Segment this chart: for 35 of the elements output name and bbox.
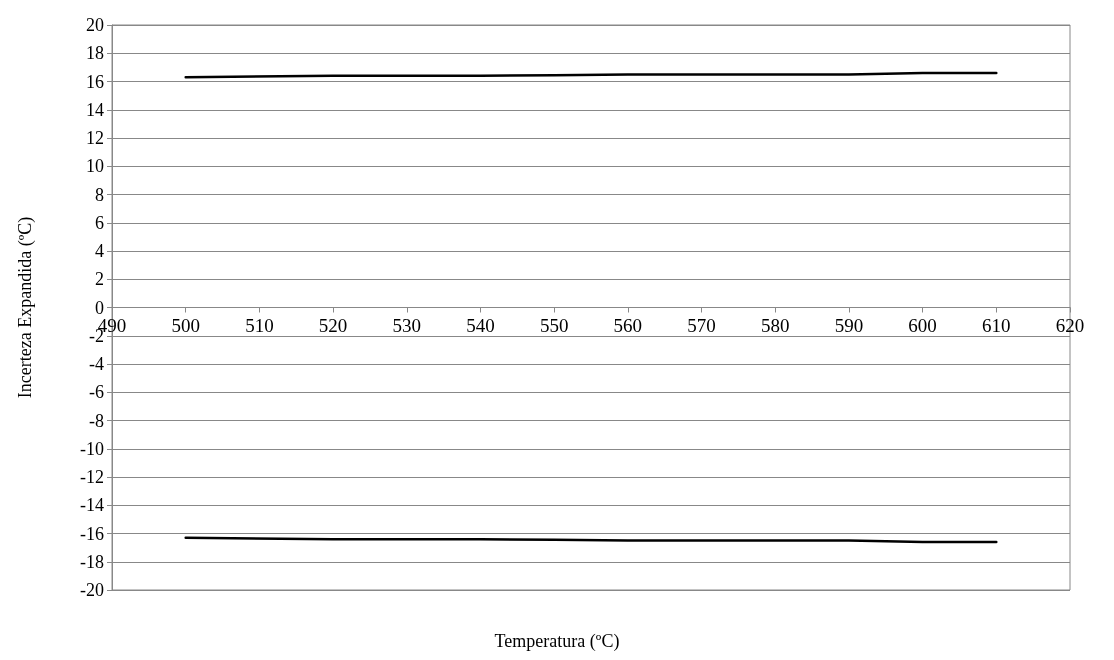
y-tick-label: -16 bbox=[80, 523, 104, 544]
y-tick-label: -12 bbox=[80, 467, 104, 487]
y-tick-label: 10 bbox=[86, 156, 104, 177]
y-axis-title: Incerteza Expandida (ºC) bbox=[15, 216, 36, 399]
y-tick-label: -14 bbox=[80, 495, 104, 516]
y-tick-label: -8 bbox=[89, 410, 104, 431]
x-tick-label: 500 bbox=[171, 314, 200, 336]
y-tick-label: -10 bbox=[80, 438, 104, 459]
x-tick-label: 510 bbox=[245, 314, 274, 336]
y-tick-label: 12 bbox=[86, 128, 104, 148]
y-tick-label: 16 bbox=[86, 71, 104, 92]
y-tick-label: 6 bbox=[95, 212, 104, 233]
x-tick-label: 600 bbox=[908, 314, 937, 336]
y-tick-label: 18 bbox=[86, 43, 104, 64]
x-tick-label: 540 bbox=[466, 314, 495, 336]
y-tick-label: -18 bbox=[80, 551, 104, 572]
y-tick-label: 0 bbox=[95, 297, 104, 318]
x-tick-label: 580 bbox=[760, 314, 790, 336]
x-tick-label: 570 bbox=[687, 314, 716, 336]
x-tick-label: 610 bbox=[982, 314, 1011, 336]
y-tick-label: 14 bbox=[86, 99, 104, 120]
x-tick-label: 550 bbox=[539, 314, 569, 336]
y-tick-label: -6 bbox=[89, 382, 104, 403]
y-tick-label: 8 bbox=[95, 184, 104, 205]
x-tick-label: 560 bbox=[613, 314, 643, 336]
y-tick-label: -20 bbox=[80, 580, 104, 600]
y-tick-label: 4 bbox=[95, 241, 104, 261]
y-tick-label: -4 bbox=[89, 354, 104, 374]
x-axis-title: Temperatura (ºC) bbox=[494, 631, 620, 652]
x-tick-label: 530 bbox=[392, 314, 422, 336]
x-tick-label: 520 bbox=[318, 314, 348, 336]
y-tick-label: 20 bbox=[86, 15, 104, 35]
x-tick-label: 620 bbox=[1055, 314, 1085, 336]
y-tick-label: 2 bbox=[95, 269, 104, 290]
x-tick-label: 590 bbox=[834, 314, 864, 336]
